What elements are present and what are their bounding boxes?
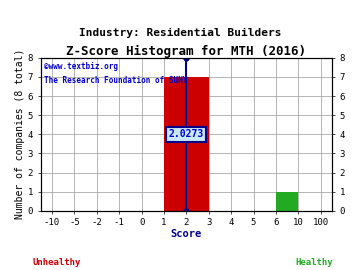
Y-axis label: Number of companies (8 total): Number of companies (8 total) [15,49,25,220]
Text: The Research Foundation of SUNY: The Research Foundation of SUNY [44,76,187,85]
Bar [164,77,209,211]
Text: Healthy: Healthy [295,258,333,267]
Bar [276,192,298,211]
Text: ©www.textbiz.org: ©www.textbiz.org [44,62,118,71]
Text: 2.0273: 2.0273 [169,129,204,139]
Text: Unhealthy: Unhealthy [32,258,81,267]
Title: Z-Score Histogram for MTH (2016): Z-Score Histogram for MTH (2016) [66,45,306,58]
Text: Industry: Residential Builders: Industry: Residential Builders [79,28,281,38]
X-axis label: Score: Score [171,229,202,239]
